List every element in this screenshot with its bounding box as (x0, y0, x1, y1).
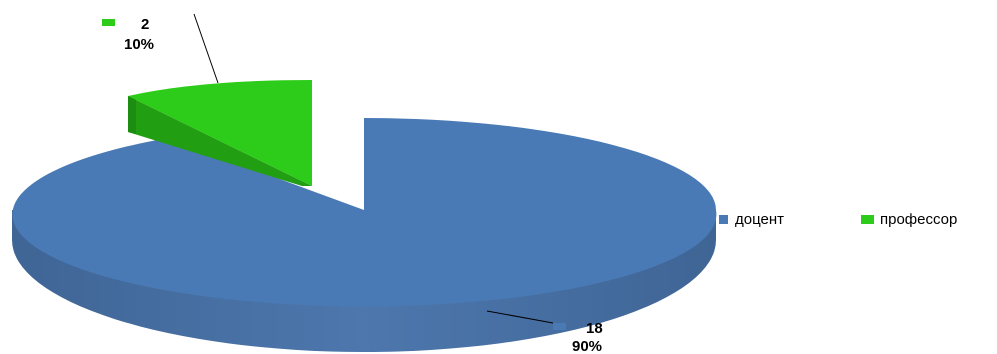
legend-swatch-professor (861, 215, 874, 224)
data-label-professor-percent: 10% (124, 36, 154, 53)
legend-swatch-docent (719, 215, 728, 224)
legend-label-docent: доцент (735, 211, 784, 228)
legend: доцент профессор (719, 211, 957, 228)
leader-line-professor (193, 13, 219, 84)
legend-key-docent-small (553, 323, 566, 330)
data-label-professor-value: 2 (141, 16, 149, 33)
leader-line-docent (486, 310, 554, 324)
legend-label-professor: профессор (880, 211, 957, 228)
data-label-docent-value: 18 (586, 320, 603, 337)
legend-key-professor-small (102, 19, 115, 26)
data-label-docent-percent: 90% (572, 338, 602, 354)
pie-slice-docent (12, 118, 717, 352)
data-label-docent: 18 90% (553, 320, 603, 354)
data-label-professor: 2 10% (102, 16, 154, 53)
pie-slice-professor (128, 80, 312, 186)
